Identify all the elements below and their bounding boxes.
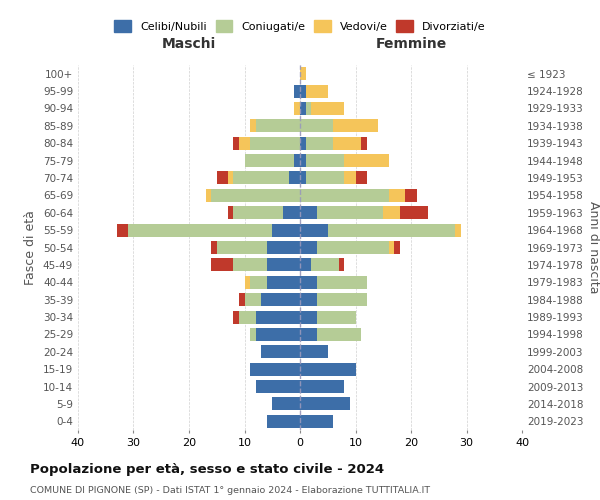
Bar [250,120,256,132]
Bar [344,172,355,184]
Bar [256,310,300,324]
Bar [361,136,367,149]
Bar [300,84,305,98]
Bar [206,189,211,202]
Bar [455,224,461,236]
Bar [389,241,394,254]
Bar [228,172,233,184]
Bar [300,102,305,115]
Bar [250,328,256,341]
Bar [245,276,250,289]
Bar [233,136,239,149]
Bar [300,67,305,80]
Bar [305,172,344,184]
Text: Femmine: Femmine [376,37,446,51]
Bar [317,328,361,341]
Bar [295,102,300,115]
Bar [300,224,328,236]
Bar [317,206,383,220]
Bar [245,293,261,306]
Bar [250,362,300,376]
Bar [211,189,300,202]
Bar [300,346,328,358]
Bar [300,328,317,341]
Bar [233,172,289,184]
Bar [300,172,305,184]
Bar [217,172,228,184]
Bar [317,310,355,324]
Bar [300,120,334,132]
Bar [245,154,295,167]
Bar [305,84,328,98]
Bar [295,84,300,98]
Bar [233,258,266,272]
Bar [355,172,367,184]
Text: Popolazione per età, sesso e stato civile - 2024: Popolazione per età, sesso e stato civil… [30,462,384,475]
Bar [394,241,400,254]
Bar [250,276,266,289]
Bar [300,189,389,202]
Bar [261,293,300,306]
Bar [328,224,455,236]
Bar [300,310,317,324]
Bar [128,224,272,236]
Bar [300,241,317,254]
Bar [233,206,283,220]
Bar [256,120,300,132]
Bar [300,154,305,167]
Bar [317,241,389,254]
Bar [228,206,233,220]
Bar [406,189,416,202]
Bar [300,293,317,306]
Bar [266,276,300,289]
Text: Maschi: Maschi [162,37,216,51]
Bar [305,154,344,167]
Legend: Celibi/Nubili, Coniugati/e, Vedovi/e, Divorziati/e: Celibi/Nubili, Coniugati/e, Vedovi/e, Di… [110,16,490,36]
Bar [300,258,311,272]
Y-axis label: Anni di nascita: Anni di nascita [587,201,600,294]
Bar [272,398,300,410]
Bar [300,206,317,220]
Bar [317,293,367,306]
Bar [305,102,311,115]
Bar [311,258,339,272]
Bar [300,136,305,149]
Bar [289,172,300,184]
Bar [300,380,344,393]
Bar [266,258,300,272]
Bar [256,328,300,341]
Bar [211,258,233,272]
Bar [295,154,300,167]
Bar [300,415,334,428]
Bar [117,224,128,236]
Bar [266,415,300,428]
Bar [334,120,378,132]
Bar [400,206,428,220]
Bar [239,293,245,306]
Bar [334,136,361,149]
Bar [389,189,406,202]
Bar [300,362,355,376]
Text: COMUNE DI PIGNONE (SP) - Dati ISTAT 1° gennaio 2024 - Elaborazione TUTTITALIA.IT: COMUNE DI PIGNONE (SP) - Dati ISTAT 1° g… [30,486,430,495]
Bar [305,136,334,149]
Bar [272,224,300,236]
Bar [311,102,344,115]
Y-axis label: Fasce di età: Fasce di età [25,210,37,285]
Bar [233,310,239,324]
Bar [300,398,350,410]
Bar [317,276,367,289]
Bar [283,206,300,220]
Bar [300,276,317,289]
Bar [344,154,389,167]
Bar [250,136,300,149]
Bar [211,241,217,254]
Bar [239,136,250,149]
Bar [239,310,256,324]
Bar [256,380,300,393]
Bar [339,258,344,272]
Bar [383,206,400,220]
Bar [261,346,300,358]
Bar [217,241,266,254]
Bar [266,241,300,254]
